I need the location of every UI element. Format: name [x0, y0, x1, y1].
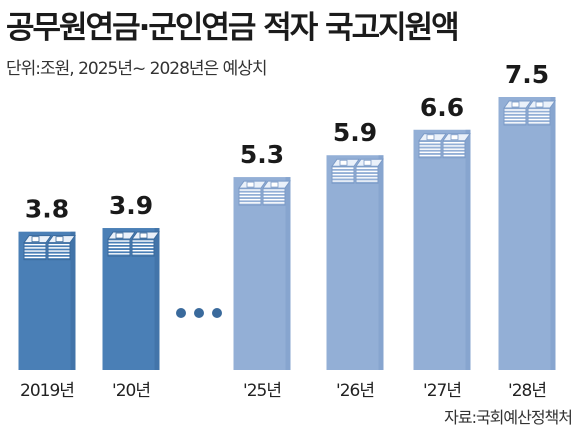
- stacked-banknotes-icon: [503, 100, 556, 126]
- bar-shade: [70, 231, 76, 370]
- bar-shade: [285, 177, 291, 370]
- bar-shade: [465, 129, 471, 370]
- bar-shade: [154, 228, 160, 370]
- stacked-banknotes-icon: [238, 180, 291, 206]
- stacked-banknotes-icon: [418, 133, 471, 159]
- data-label: 3.9: [109, 191, 153, 220]
- stacked-banknotes-icon: [331, 158, 384, 184]
- chart-title: 공무원연금·군인연금 적자 국고지원액: [6, 10, 460, 46]
- data-label: 5.9: [333, 118, 377, 147]
- x-tick-label: '26년: [336, 381, 374, 401]
- bar: [498, 97, 556, 370]
- stacked-banknotes-icon: [107, 231, 160, 257]
- x-tick-label: '25년: [243, 381, 281, 401]
- bar-shade: [378, 155, 384, 370]
- data-label: 5.3: [240, 140, 284, 169]
- x-tick-label: '20년: [112, 381, 150, 401]
- data-label: 3.8: [25, 195, 69, 224]
- bar: [326, 155, 384, 370]
- bar-shade: [550, 97, 556, 370]
- data-label: 7.5: [505, 60, 549, 89]
- x-tick-label: 2019년: [20, 381, 74, 401]
- stacked-banknotes-icon: [23, 235, 76, 261]
- bar: [233, 177, 291, 370]
- chart-subtitle: 단위:조원, 2025년~ 2028년은 예상치: [6, 59, 268, 79]
- data-label: 6.6: [420, 93, 464, 122]
- x-tick-label: '27년: [423, 381, 461, 401]
- ellipsis-gap-icon: [176, 308, 222, 318]
- x-tick-label: '28년: [508, 381, 546, 401]
- source-note: 자료:국회예산정책처: [444, 408, 573, 427]
- bar: [18, 231, 76, 370]
- bar: [413, 129, 471, 370]
- bar: [102, 228, 160, 370]
